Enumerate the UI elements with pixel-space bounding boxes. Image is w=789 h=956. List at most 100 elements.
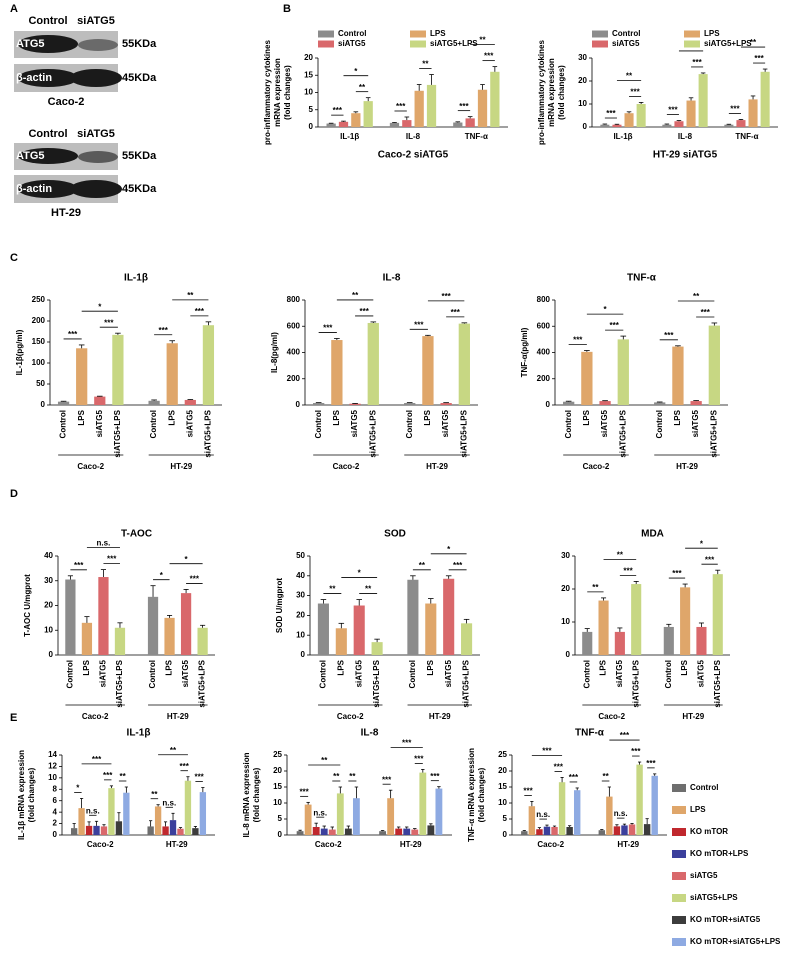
- size-label: 55KDa: [122, 38, 157, 50]
- significance-label: n.s.: [97, 539, 111, 548]
- group-label: HT-29: [170, 462, 192, 471]
- y-tick-label: 20: [578, 76, 587, 85]
- bar: [698, 74, 708, 127]
- bar: [613, 826, 621, 835]
- x-tick-label: IL-8: [678, 132, 693, 141]
- bar: [98, 577, 109, 655]
- y-tick-label: 30: [561, 551, 570, 560]
- y-tick-label: 200: [287, 374, 301, 383]
- bar: [184, 780, 192, 835]
- legend-swatch: [410, 40, 426, 48]
- bar: [202, 325, 215, 405]
- panel-label: B: [283, 3, 291, 15]
- band: [18, 35, 78, 53]
- x-tick-label: Control: [564, 410, 573, 438]
- bar: [760, 71, 770, 127]
- cell-label: Caco-2: [48, 96, 85, 108]
- bar: [636, 104, 646, 127]
- x-tick-label: siATG5+LPS: [462, 659, 471, 707]
- significance-label: ***: [631, 747, 641, 756]
- y-tick-label: 4: [53, 807, 58, 816]
- legend-swatch: [592, 40, 608, 48]
- legend-label: LPS: [430, 29, 446, 38]
- x-tick-label: Control: [66, 660, 75, 688]
- bar: [435, 788, 443, 835]
- bar: [724, 124, 734, 127]
- significance-label: **: [187, 291, 194, 300]
- y-tick-label: 5: [503, 814, 508, 823]
- significance-label: *: [354, 67, 358, 76]
- legend-swatch: [318, 40, 334, 48]
- bar: [643, 824, 651, 835]
- x-axis-title: Caco-2 siATG5: [378, 150, 449, 161]
- bar: [78, 808, 85, 835]
- y-tick-label: 150: [32, 337, 46, 346]
- bar: [313, 403, 325, 405]
- bar: [148, 400, 160, 405]
- significance-label: **: [479, 36, 486, 45]
- bar: [566, 827, 573, 835]
- bar: [154, 806, 162, 835]
- bar: [708, 325, 720, 405]
- significance-label: n.s.: [614, 809, 628, 818]
- legend-swatch: [672, 894, 686, 902]
- y-tick-label: 5: [278, 814, 283, 823]
- bar: [614, 631, 625, 655]
- bar: [192, 828, 199, 835]
- bar: [317, 603, 329, 655]
- bar: [379, 831, 387, 835]
- y-tick-label: 14: [48, 750, 57, 759]
- bar: [628, 824, 636, 835]
- bar: [65, 579, 76, 655]
- y-axis-title: (fold changes): [252, 767, 261, 822]
- significance-label: ***: [158, 326, 168, 335]
- bar: [672, 346, 684, 405]
- group-label: Caco-2: [583, 462, 610, 471]
- legend-label: LPS: [704, 29, 720, 38]
- significance-label: **: [626, 71, 633, 80]
- bar: [326, 123, 336, 127]
- x-tick-label: Control: [319, 660, 328, 688]
- significance-label: ***: [554, 763, 564, 772]
- significance-label: n.s.: [313, 808, 327, 817]
- legend-swatch: [684, 40, 700, 48]
- significance-label: ***: [606, 109, 616, 118]
- x-tick-label: LPS: [582, 409, 591, 425]
- x-tick-label: siATG5+LPS: [631, 659, 640, 707]
- x-tick-label: HT-29: [400, 840, 422, 849]
- bar: [312, 827, 320, 835]
- bar: [164, 617, 175, 655]
- y-axis-title: IL-1β mRNA expression: [17, 750, 26, 840]
- y-tick-label: 600: [287, 321, 301, 330]
- significance-label: **: [750, 38, 757, 47]
- panel-label: A: [10, 3, 18, 15]
- y-tick-label: 200: [32, 316, 46, 325]
- significance-label: ***: [668, 106, 678, 115]
- significance-label: ***: [92, 755, 102, 764]
- x-tick-label: siATG5: [350, 409, 359, 437]
- y-tick-label: 10: [578, 99, 587, 108]
- bar: [363, 101, 373, 127]
- significance-label: **: [120, 772, 127, 781]
- x-tick-label: Control: [405, 410, 414, 438]
- y-tick-label: 0: [49, 650, 54, 659]
- bar: [367, 322, 379, 405]
- x-tick-label: IL-1β: [613, 132, 632, 141]
- significance-label: **: [349, 772, 356, 781]
- y-tick-label: 20: [498, 766, 507, 775]
- bar: [112, 334, 124, 405]
- x-tick-label: siATG5: [99, 659, 108, 687]
- bar: [453, 122, 463, 127]
- significance-label: ***: [523, 787, 533, 796]
- band: [18, 180, 78, 198]
- legend-label: LPS: [690, 805, 706, 814]
- bar: [199, 792, 207, 835]
- y-tick-label: 25: [498, 750, 507, 759]
- y-tick-label: 0: [53, 830, 58, 839]
- y-tick-label: 10: [561, 617, 570, 626]
- significance-label: ***: [573, 336, 583, 345]
- bar: [338, 121, 349, 127]
- x-tick-label: siATG5: [95, 409, 104, 437]
- legend-swatch: [672, 806, 686, 814]
